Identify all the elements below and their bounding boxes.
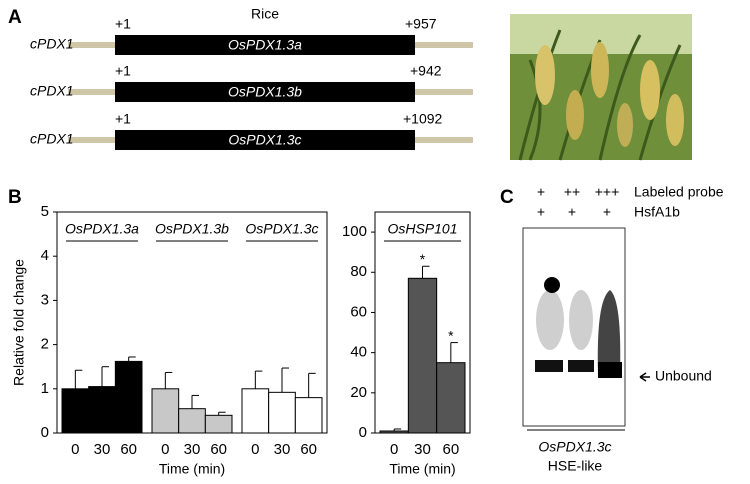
y-tick-label: 0	[359, 424, 367, 441]
start-pos: +1	[115, 16, 131, 32]
x-tick-label: 30	[184, 441, 201, 458]
probe-type: HSE-like	[548, 458, 603, 474]
y-axis-label: Relative fold change	[11, 259, 27, 386]
y-tick-label: 5	[41, 203, 49, 220]
probe-name: OsPDX1.3c	[538, 439, 611, 455]
bar	[88, 386, 116, 434]
band-label: Unbound	[655, 368, 712, 384]
end-pos: +1092	[403, 111, 443, 127]
bar	[268, 391, 296, 434]
gel	[522, 227, 650, 431]
x-tick-label: 0	[71, 441, 79, 458]
lane-mark: +	[568, 204, 576, 220]
gene-left: cPDX1	[30, 36, 74, 52]
significance: *	[448, 327, 454, 343]
end-pos: +942	[410, 63, 442, 79]
x-tick-label: 0	[161, 441, 169, 458]
y-tick-label: 60	[350, 303, 367, 320]
bar	[241, 388, 270, 434]
group-name: OsPDX1.3c	[245, 221, 318, 237]
lane-mark: +++	[595, 184, 620, 200]
x-tick-label: 0	[251, 441, 259, 458]
start-pos: +1	[115, 63, 131, 79]
row-label: HsfA1b	[634, 204, 680, 220]
x-tick-label: 60	[300, 441, 317, 458]
y-tick-label: 40	[350, 344, 367, 361]
gene-box	[115, 82, 415, 102]
lane-mark: +	[537, 184, 545, 200]
x-tick-label: 60	[210, 441, 227, 458]
y-tick-label: 80	[350, 263, 367, 280]
y-tick-label: 1	[41, 380, 49, 397]
group-name: OsPDX1.3a	[65, 221, 139, 237]
x-tick-label: 0	[390, 441, 398, 458]
y-tick-label: 0	[41, 424, 49, 441]
x-tick-label: 60	[442, 441, 459, 458]
panel-title: Rice	[251, 6, 279, 22]
row-label: Labeled probe	[634, 184, 724, 200]
bar	[294, 397, 323, 434]
gene-left: cPDX1	[30, 83, 74, 99]
significance: *	[420, 251, 426, 267]
panel-label: C	[500, 187, 514, 208]
panel-label: A	[8, 7, 22, 28]
x-axis-label: Time (min)	[159, 461, 225, 477]
lane-mark: +	[603, 204, 611, 220]
panel-label: B	[8, 187, 22, 208]
bar	[178, 408, 206, 434]
gene-box	[115, 35, 415, 55]
gene-box	[115, 130, 415, 150]
gene-left: cPDX1	[30, 131, 74, 147]
y-tick-label: 20	[350, 384, 367, 401]
bar	[61, 388, 90, 434]
bar	[151, 388, 180, 434]
x-axis-label: Time (min)	[389, 461, 455, 477]
y-tick-label: 100	[342, 223, 367, 240]
bar	[407, 277, 438, 434]
y-tick-label: 2	[41, 336, 49, 353]
lane-mark: ++	[564, 184, 580, 200]
y-tick-label: 4	[41, 247, 49, 264]
group-name: OsPDX1.3b	[155, 221, 229, 237]
rice-photo	[510, 14, 692, 161]
bar	[204, 414, 233, 434]
bar	[114, 360, 143, 434]
bar	[436, 362, 466, 434]
x-tick-label: 30	[94, 441, 111, 458]
gene-name: OsPDX1.3a	[228, 37, 302, 53]
gene-name: OsPDX1.3c	[228, 132, 301, 148]
bar	[379, 430, 409, 434]
group-name: OsHSP101	[387, 221, 457, 237]
x-tick-label: 30	[274, 441, 291, 458]
end-pos: +957	[405, 16, 437, 32]
x-tick-label: 60	[120, 441, 137, 458]
lane-mark: +	[537, 204, 545, 220]
gene-name: OsPDX1.3b	[228, 84, 302, 100]
y-tick-label: 3	[41, 291, 49, 308]
x-tick-label: 30	[414, 441, 431, 458]
start-pos: +1	[115, 111, 131, 127]
